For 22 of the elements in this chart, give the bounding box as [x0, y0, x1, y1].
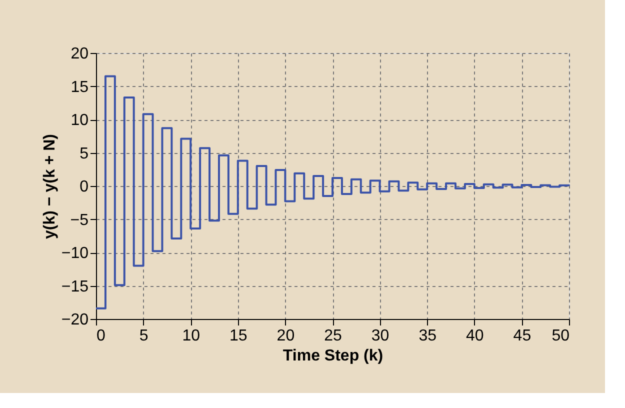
y-tick-label: 10: [70, 112, 89, 129]
x-tick-label: 5: [139, 328, 148, 344]
y-tick-label: −15: [61, 278, 89, 296]
x-axis-title: Time Step (k): [282, 348, 384, 364]
y-axis-title: y(k) − y(k + N): [41, 134, 58, 239]
x-tick-label: 35: [418, 328, 437, 344]
y-tick-label: −5: [70, 212, 89, 229]
x-tick-label: 20: [276, 328, 295, 344]
y-tick-label: −10: [61, 245, 89, 262]
y-tick-label: 5: [80, 145, 89, 162]
y-tick-label: 20: [70, 46, 89, 62]
x-tick-label: 25: [324, 328, 342, 344]
x-tick-label: 40: [466, 328, 484, 344]
y-tick-label: 15: [70, 78, 89, 96]
y-tick-label: 0: [80, 178, 89, 196]
x-tick-label: 30: [371, 328, 390, 344]
x-tick-label: 45: [513, 328, 532, 344]
y-tick-label: −20: [61, 312, 89, 328]
x-tick-label: 15: [230, 328, 248, 344]
x-tick-label: 10: [182, 328, 200, 344]
x-tick-label: 50: [552, 328, 570, 344]
x-tick-label: 0: [96, 328, 106, 344]
